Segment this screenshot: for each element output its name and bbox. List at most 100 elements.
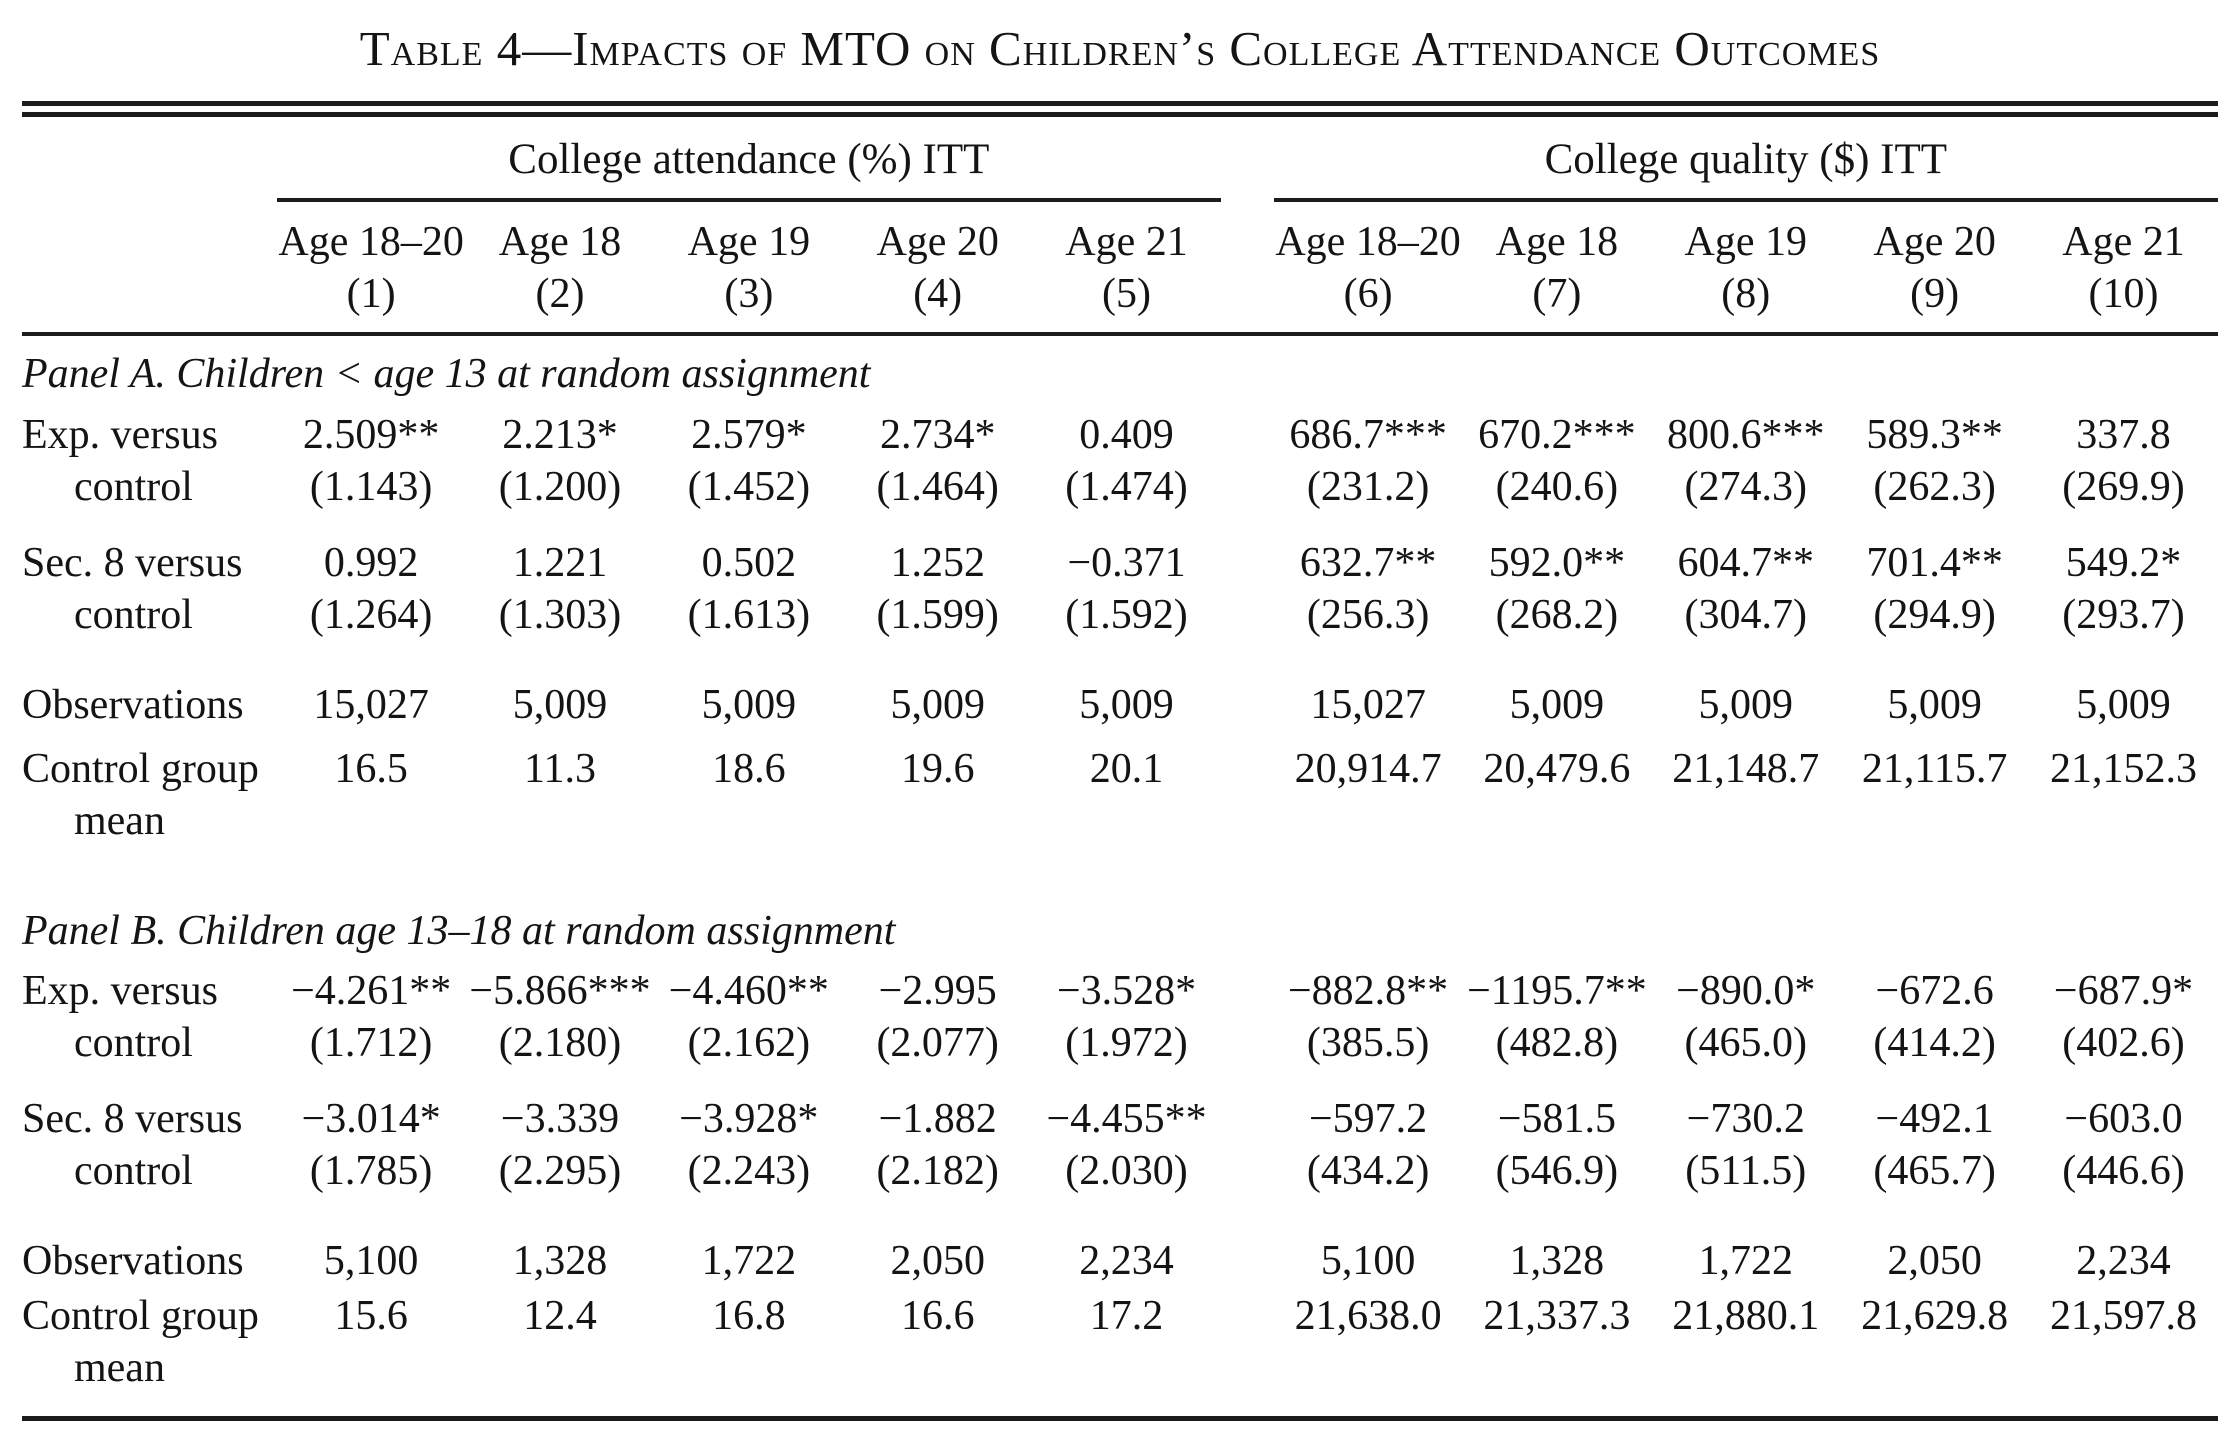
observations-value: 5,009 bbox=[1698, 681, 1794, 728]
estimate-cell: 549.2* (293.7) bbox=[2029, 513, 2218, 641]
estimate-cell: 701.4** (294.9) bbox=[1840, 513, 2029, 641]
col-number-label: (4) bbox=[913, 271, 963, 318]
estimate-cell: 592.0** (268.2) bbox=[1463, 513, 1652, 641]
estimate-value: −597.2 bbox=[1308, 1096, 1428, 1143]
std-error: (1.464) bbox=[876, 463, 999, 510]
std-error: (293.7) bbox=[2062, 591, 2185, 638]
results-table: College attendance (%) ITT College quali… bbox=[22, 117, 2218, 1394]
column-group-row: College attendance (%) ITT College quali… bbox=[22, 117, 2218, 203]
row-label-sec8-versus-control: Sec. 8 versus control bbox=[22, 1069, 277, 1197]
col-age-label: Age 18–20 bbox=[1275, 219, 1461, 266]
col-number-label: (7) bbox=[1532, 271, 1582, 318]
observations-value: 1,722 bbox=[1698, 1238, 1794, 1285]
std-error: (465.7) bbox=[1873, 1148, 1996, 1195]
estimate-cell: −890.0* (465.0) bbox=[1651, 959, 1840, 1069]
col-age-label: Age 19 bbox=[1684, 219, 1807, 266]
observations-value: 5,009 bbox=[2076, 681, 2171, 728]
estimate-cell: −0.371 (1.592) bbox=[1032, 513, 1221, 641]
col-age-label: Age 20 bbox=[1873, 219, 1996, 266]
estimate-value: 701.4** bbox=[1866, 539, 2003, 586]
col-age-label: Age 21 bbox=[2062, 219, 2185, 266]
col-header-1: Age 18–20 (1) bbox=[276, 200, 466, 337]
std-error: (240.6) bbox=[1495, 463, 1619, 510]
col-header-10: Age 21 (10) bbox=[2029, 200, 2218, 337]
col-header-9: Age 20 (9) bbox=[1840, 200, 2030, 337]
row-label-exp-versus-control: Exp. versus control bbox=[22, 959, 277, 1069]
estimate-cell: 0.502 (1.613) bbox=[654, 513, 843, 641]
estimate-value: −882.8** bbox=[1287, 968, 1449, 1015]
observations-value: 5,009 bbox=[1887, 681, 1982, 728]
group-header-quality: College quality ($) ITT bbox=[1273, 117, 2218, 203]
row-label-exp-versus-control: Exp. versus control bbox=[22, 403, 277, 513]
estimate-cell: 800.6*** (274.3) bbox=[1651, 403, 1840, 513]
estimate-cell: 0.992 (1.264) bbox=[277, 513, 466, 641]
estimate-cell: −4.455** (2.030) bbox=[1032, 1069, 1221, 1197]
col-header-5: Age 21 (5) bbox=[1032, 200, 1221, 337]
std-error: (2.295) bbox=[498, 1148, 622, 1195]
estimate-value: 632.7** bbox=[1299, 539, 1437, 586]
col-age-label: Age 18 bbox=[1495, 219, 1619, 266]
std-error: (482.8) bbox=[1495, 1020, 1619, 1067]
estimate-cell: −687.9* (402.6) bbox=[2029, 959, 2218, 1069]
observations-value: 1,722 bbox=[701, 1238, 797, 1285]
std-error: (256.3) bbox=[1306, 591, 1430, 638]
row-label-control-group-mean: Control group mean bbox=[22, 731, 277, 847]
observations-value: 5,009 bbox=[701, 681, 797, 728]
group-gap bbox=[1221, 1288, 1274, 1394]
col-header-4: Age 20 (4) bbox=[843, 200, 1033, 337]
row-label-line1: Sec. 8 versus bbox=[22, 1096, 243, 1143]
estimate-value: −5.866*** bbox=[469, 968, 651, 1015]
group-gap bbox=[1221, 1197, 1274, 1287]
group-gap bbox=[1221, 641, 1274, 731]
std-error: (1.264) bbox=[309, 591, 433, 638]
col-header-8: Age 19 (8) bbox=[1651, 200, 1841, 337]
row-label-sec8-versus-control: Sec. 8 versus control bbox=[22, 513, 277, 641]
estimate-value: −3.928* bbox=[679, 1096, 819, 1143]
estimate-cell: 2.579* (1.452) bbox=[654, 403, 843, 513]
row-label-line2: control bbox=[74, 1020, 193, 1067]
panel-a-control-mean-row: Control group mean 16.5 11.3 18.6 19.6 20… bbox=[22, 731, 2218, 847]
estimate-value: −492.1 bbox=[1875, 1096, 1994, 1143]
group-gap bbox=[1220, 200, 1274, 337]
std-error: (385.5) bbox=[1306, 1020, 1430, 1067]
row-label-line1: Control group bbox=[22, 745, 259, 792]
std-error: (1.785) bbox=[309, 1148, 433, 1195]
estimate-value: 592.0** bbox=[1488, 539, 1626, 586]
panel-a-exp-row: Exp. versus control 2.509** (1.143) 2.213*… bbox=[22, 403, 2218, 513]
std-error: (2.180) bbox=[498, 1020, 622, 1067]
top-double-rule bbox=[22, 101, 2218, 117]
control-mean-value: 18.6 bbox=[712, 745, 786, 792]
estimate-value: −3.339 bbox=[500, 1096, 620, 1143]
estimate-cell: 1.252 (1.599) bbox=[843, 513, 1032, 641]
estimate-value: −4.455** bbox=[1046, 1096, 1207, 1143]
estimate-cell: −4.261** (1.712) bbox=[277, 959, 466, 1069]
col-number-label: (10) bbox=[2088, 271, 2159, 318]
row-label-observations: Observations bbox=[22, 681, 244, 728]
row-label-line2: mean bbox=[74, 1344, 165, 1391]
panel-b-observations-row: Observations 5,100 1,328 1,722 2,050 2,2… bbox=[22, 1197, 2218, 1287]
control-mean-value: 21,115.7 bbox=[1861, 745, 2008, 792]
estimate-cell: 2.734* (1.464) bbox=[843, 403, 1032, 513]
panel-b-exp-row: Exp. versus control −4.261** (1.712) −5.86… bbox=[22, 959, 2218, 1069]
estimate-value: −730.2 bbox=[1686, 1096, 1805, 1143]
std-error: (434.2) bbox=[1306, 1148, 1430, 1195]
col-number-label: (6) bbox=[1343, 271, 1393, 318]
col-age-label: Age 19 bbox=[687, 219, 811, 266]
estimate-cell: −597.2 (434.2) bbox=[1274, 1069, 1463, 1197]
col-age-label: Age 18 bbox=[498, 219, 622, 266]
control-mean-value: 21,152.3 bbox=[2050, 745, 2198, 792]
control-mean-value: 17.2 bbox=[1089, 1292, 1164, 1339]
estimate-value: 2.734* bbox=[879, 411, 996, 458]
estimate-cell: 0.409 (1.474) bbox=[1032, 403, 1221, 513]
col-age-label: Age 18–20 bbox=[278, 219, 464, 266]
row-label-line1: Sec. 8 versus bbox=[22, 539, 243, 586]
observations-value: 5,100 bbox=[323, 1238, 419, 1285]
estimate-value: −4.261** bbox=[291, 968, 452, 1015]
estimate-value: 1.221 bbox=[512, 539, 608, 586]
control-mean-value: 20.1 bbox=[1089, 745, 1164, 792]
estimate-value: −2.995 bbox=[878, 968, 997, 1015]
group-gap bbox=[1221, 959, 1274, 1069]
control-mean-value: 16.5 bbox=[334, 745, 408, 792]
col-number-label: (3) bbox=[724, 271, 774, 318]
row-label-line2: control bbox=[74, 591, 193, 638]
